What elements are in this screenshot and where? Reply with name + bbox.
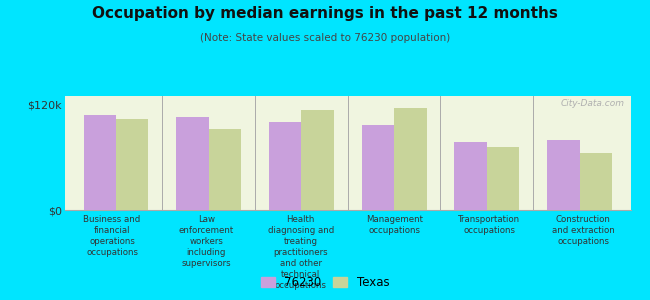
Bar bbox=[580, 153, 612, 210]
Bar bbox=[269, 122, 302, 210]
Text: Health
diagnosing and
treating
practitioners
and other
technical
occupations: Health diagnosing and treating practitio… bbox=[268, 214, 333, 290]
Bar bbox=[487, 147, 519, 210]
Text: Construction
and extraction
occupations: Construction and extraction occupations bbox=[552, 214, 615, 246]
Text: Management
occupations: Management occupations bbox=[367, 214, 423, 235]
Text: (Note: State values scaled to 76230 population): (Note: State values scaled to 76230 popu… bbox=[200, 33, 450, 43]
Bar bbox=[547, 140, 580, 210]
Text: City-Data.com: City-Data.com bbox=[561, 99, 625, 108]
Bar bbox=[361, 125, 394, 210]
Text: Business and
financial
operations
occupations: Business and financial operations occupa… bbox=[83, 214, 141, 257]
Text: Occupation by median earnings in the past 12 months: Occupation by median earnings in the pas… bbox=[92, 6, 558, 21]
Bar bbox=[302, 110, 334, 210]
Bar bbox=[209, 129, 241, 210]
Legend: 76230, Texas: 76230, Texas bbox=[256, 272, 394, 294]
Bar bbox=[84, 115, 116, 210]
Bar bbox=[454, 142, 487, 210]
Bar bbox=[116, 119, 148, 210]
Bar bbox=[394, 108, 426, 210]
Bar bbox=[176, 117, 209, 210]
Text: Law
enforcement
workers
including
supervisors: Law enforcement workers including superv… bbox=[179, 214, 234, 268]
Text: Transportation
occupations: Transportation occupations bbox=[458, 214, 520, 235]
